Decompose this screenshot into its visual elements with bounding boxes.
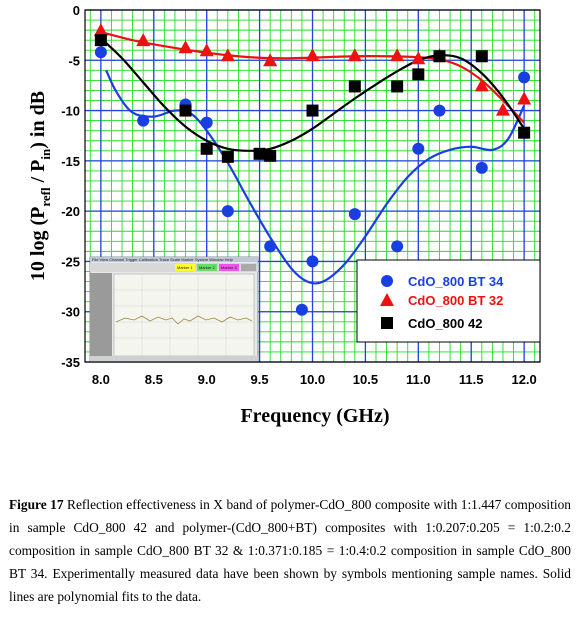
y-tick-label: -15 — [61, 154, 80, 169]
y-tick-label: -30 — [61, 305, 80, 320]
y-axis-title-part-1: 10 log (P — [27, 207, 49, 281]
inset-side-panel — [90, 273, 112, 362]
inset-screenshot: File View Channel Trigger Calibration Tr… — [89, 256, 259, 363]
x-tick-labels: 8.0 8.5 9.0 9.5 10.0 10.5 11.0 11.5 12.0 — [92, 372, 537, 387]
inset-toolbar — [90, 263, 258, 272]
marker-42 — [412, 68, 425, 81]
marker-bt32 — [517, 91, 532, 105]
marker-42 — [200, 142, 213, 155]
inset-plot-area — [113, 273, 255, 357]
x-tick-label: 9.5 — [251, 372, 269, 387]
x-tick-label: 12.0 — [511, 372, 536, 387]
inset-gridlines — [114, 274, 254, 356]
marker-bt32 — [305, 48, 320, 62]
y-axis-title-part-3: ) in dB — [27, 91, 49, 149]
fit-curve-42 — [100, 37, 526, 152]
data-markers — [93, 23, 532, 316]
marker-42 — [221, 150, 234, 163]
marker-bt32 — [178, 40, 193, 54]
x-tick-label: 8.5 — [145, 372, 163, 387]
inset-marker-4-tab — [241, 264, 256, 271]
marker-bt34 — [433, 104, 446, 117]
chart: File View Channel Trigger Calibration Tr… — [27, 3, 541, 427]
marker-bt34 — [264, 240, 277, 253]
marker-bt34 — [221, 205, 234, 218]
y-axis-title: 10 log (Prefl / Pin) in dB — [27, 91, 53, 281]
x-tick-label: 9.0 — [198, 372, 216, 387]
x-axis-title: Frequency (GHz) — [240, 405, 389, 427]
marker-42 — [94, 34, 107, 47]
legend-marker-42 — [381, 317, 393, 329]
legend-label-42: CdO_800 42 — [408, 316, 482, 331]
caption-label: Figure 17 — [9, 497, 64, 512]
legend-marker-bt34 — [381, 275, 393, 287]
x-tick-label: 11.5 — [459, 372, 484, 387]
marker-bt32 — [411, 51, 426, 65]
marker-bt34 — [348, 208, 361, 221]
x-tick-label: 8.0 — [92, 372, 110, 387]
inset-titlebar — [90, 257, 258, 262]
inset-menu: File View Channel Trigger Calibration Tr… — [92, 257, 234, 262]
y-axis-title-sub-1: refl — [38, 187, 53, 207]
y-tick-label: -5 — [68, 53, 80, 68]
marker-bt32 — [474, 78, 489, 92]
x-tick-label: 10.0 — [300, 372, 325, 387]
marker-42 — [306, 104, 319, 117]
marker-bt32 — [220, 48, 235, 62]
marker-bt34 — [94, 46, 107, 59]
legend: CdO_800 BT 34 CdO_800 BT 32 CdO_800 42 — [356, 259, 541, 343]
marker-bt34 — [200, 116, 213, 129]
x-tick-label: 11.0 — [406, 372, 431, 387]
y-axis-title-sub-2: in — [38, 148, 53, 160]
y-tick-labels: 0 -5 -10 -15 -20 -25 -30 -35 — [61, 3, 80, 370]
y-tick-label: -35 — [61, 355, 80, 370]
y-tick-label: 0 — [73, 3, 80, 18]
marker-bt32 — [495, 102, 510, 116]
marker-42 — [391, 80, 404, 93]
marker-bt34 — [306, 255, 319, 268]
inset-marker-2-label: Marker 2 — [199, 265, 216, 270]
x-tick-label: 10.5 — [353, 372, 378, 387]
marker-42 — [433, 50, 446, 63]
fit-curves — [100, 31, 526, 285]
marker-42 — [475, 50, 488, 63]
y-axis-title-part-2: / P — [27, 160, 49, 188]
inset-marker-2-tab — [197, 264, 217, 271]
plot-frame — [84, 9, 541, 363]
marker-bt34 — [295, 303, 308, 316]
marker-bt34 — [518, 71, 531, 84]
fit-curve-bt32 — [100, 31, 525, 124]
inset-statusbar — [90, 356, 258, 362]
marker-42 — [348, 80, 361, 93]
marker-42 — [518, 126, 531, 139]
marker-bt34 — [137, 114, 150, 127]
legend-label-bt34: CdO_800 BT 34 — [408, 274, 504, 289]
marker-42 — [253, 147, 266, 160]
figure-caption: Figure 17 Reflection effectiveness in X … — [9, 493, 571, 608]
marker-42 — [179, 104, 192, 117]
y-tick-label: -25 — [61, 254, 80, 269]
y-tick-label: -20 — [61, 204, 80, 219]
y-tick-label: -10 — [61, 104, 80, 119]
marker-bt32 — [93, 23, 108, 37]
marker-bt32 — [136, 33, 151, 47]
legend-marker-bt32 — [380, 293, 394, 306]
inset-marker-3-label: Marker 3 — [221, 265, 238, 270]
marker-bt32 — [347, 48, 362, 62]
marker-42 — [264, 149, 277, 162]
marker-bt32 — [199, 43, 214, 57]
legend-label-bt32: CdO_800 BT 32 — [408, 293, 503, 308]
inset-marker-1-label: Marker 1 — [177, 265, 194, 270]
marker-bt34 — [391, 240, 404, 253]
caption-text: Reflection effectiveness in X band of po… — [9, 497, 571, 604]
marker-bt32 — [390, 48, 405, 62]
marker-bt34 — [412, 142, 425, 155]
marker-bt34 — [475, 161, 488, 174]
inset-marker-1-tab — [175, 264, 195, 271]
marker-bt32 — [263, 53, 278, 67]
inset-trace — [115, 315, 253, 325]
inset-marker-3-tab — [219, 264, 239, 271]
